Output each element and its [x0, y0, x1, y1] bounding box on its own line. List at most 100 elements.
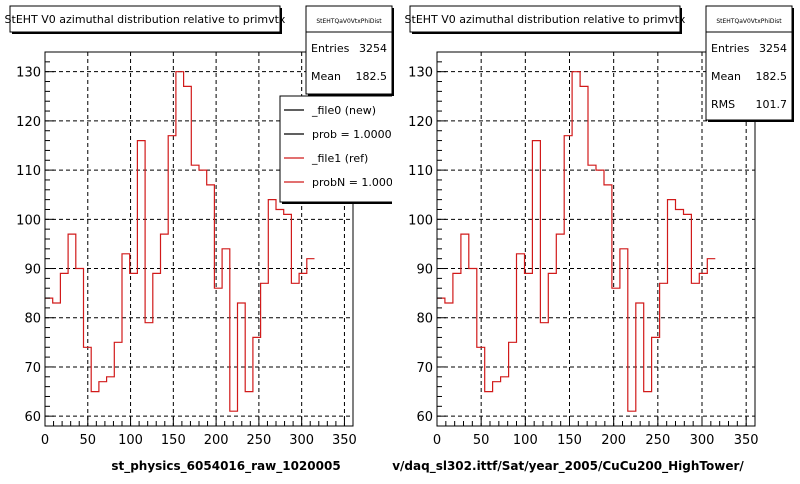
histogram-bin: [207, 184, 215, 186]
stats-name: StEHTQaV0VtxPhiDist: [716, 18, 782, 25]
histogram-step-line: [45, 71, 315, 412]
histogram-bin: [245, 391, 253, 393]
histogram-bin: [299, 272, 307, 274]
stats-value: 182.5: [756, 70, 788, 83]
x-tick-label: 200: [204, 433, 229, 448]
histogram-step-line: [437, 71, 716, 412]
title-box: [409, 5, 681, 33]
x-tick-label: 250: [246, 433, 271, 448]
y-axis: 60 70 80 90 100 110 120 130: [408, 51, 446, 425]
x-tick-label: 300: [690, 433, 715, 448]
histogram-bin: [84, 346, 92, 348]
y-tick-label: 120: [408, 115, 433, 130]
y-tick-label: 70: [24, 361, 41, 376]
y-tick-label: 100: [408, 213, 433, 228]
y-tick-label: 90: [416, 263, 433, 278]
histogram-bin: [461, 233, 469, 235]
stats-label: Entries: [711, 42, 750, 55]
histogram-bin: [222, 248, 230, 250]
legend-box: [279, 95, 392, 203]
histogram-bin: [540, 322, 548, 324]
histogram-bin: [652, 336, 660, 338]
stats-value: 101.7: [756, 98, 788, 111]
y-tick-label: 120: [16, 115, 41, 130]
histogram-bin: [230, 410, 238, 412]
histogram-bin: [469, 268, 477, 270]
histogram-bin: [477, 346, 485, 348]
y-tick-label: 60: [416, 410, 433, 425]
histogram-bin: [307, 258, 315, 260]
histogram-bin: [68, 233, 76, 235]
histogram-bin: [99, 381, 107, 383]
histogram-bin: [191, 164, 199, 166]
histogram-bin: [556, 233, 564, 235]
y-tick-label: 100: [16, 213, 41, 228]
histogram-bin: [580, 85, 588, 87]
histogram-bin: [238, 302, 246, 304]
stats-value: 3254: [359, 42, 387, 55]
histogram-bin: [707, 258, 715, 260]
histogram-bin: [572, 71, 580, 73]
histogram-bin: [214, 287, 222, 289]
x-tick-label: 350: [734, 433, 759, 448]
stats-label: Entries: [311, 42, 350, 55]
title-box: [9, 5, 281, 33]
x-tick-label: 200: [601, 433, 626, 448]
x-tick-label: 350: [332, 433, 357, 448]
histogram-bin: [122, 253, 130, 255]
legend: _file0 (new) prob = 1.000000 _file1 (ref) p…: [279, 95, 406, 204]
histogram-bin: [53, 302, 61, 304]
histogram-bin: [524, 272, 532, 274]
histogram-bin: [261, 282, 269, 284]
histogram-bin: [199, 169, 207, 171]
histogram-bin: [564, 135, 572, 137]
histogram-bin: [660, 282, 668, 284]
histogram-bin: [699, 272, 707, 274]
stats-label: Mean: [711, 70, 741, 83]
y-tick-label: 80: [24, 312, 41, 327]
y-tick-label: 110: [408, 164, 433, 179]
histogram-bin: [268, 199, 276, 201]
histogram-bin: [636, 302, 644, 304]
legend-entry-label: _file1 (ref): [311, 152, 368, 165]
stats-label: Mean: [311, 70, 341, 83]
x-tick-label: 0: [433, 433, 441, 448]
histogram-bin: [509, 341, 517, 343]
histogram-bin: [276, 208, 284, 210]
x-tick-label: 150: [557, 433, 582, 448]
x-tick-label: 100: [118, 433, 143, 448]
histogram-panel-2: 0 50 100 150 200 250 300 350 60 70 80 90 100 110 120 13…: [392, 5, 794, 474]
histogram-bin: [485, 391, 493, 393]
histogram-bin: [628, 410, 636, 412]
histogram-bin: [176, 71, 184, 73]
y-axis: 60 70 80 90 100 110 120 130: [16, 51, 54, 425]
histogram-bin: [501, 376, 509, 378]
histogram-bin: [668, 199, 676, 201]
histogram-bin: [153, 272, 161, 274]
histogram-bin: [137, 140, 145, 142]
histogram-bin: [548, 272, 556, 274]
histogram-bin: [612, 287, 620, 289]
stats-box: [305, 5, 393, 95]
histogram-bin: [683, 213, 691, 215]
y-tick-label: 60: [24, 410, 41, 425]
x-tick-label: 0: [41, 433, 49, 448]
y-tick-label: 130: [408, 66, 433, 81]
histogram-bin: [253, 336, 261, 338]
y-tick-label: 90: [24, 263, 41, 278]
stats-label: RMS: [711, 98, 735, 111]
histogram-bin: [644, 391, 652, 393]
stats-value: 3254: [759, 42, 787, 55]
histogram-bin: [445, 302, 453, 304]
histogram-bin: [114, 341, 122, 343]
histogram-bin: [284, 213, 292, 215]
legend-entry-label: prob = 1.000000: [312, 128, 406, 141]
histogram-bin: [145, 322, 153, 324]
histogram-bin: [676, 208, 684, 210]
histogram-bin: [691, 282, 699, 284]
histogram-bin: [453, 272, 461, 274]
x-axis: 0 50 100 150 200 250 300 350: [433, 417, 759, 448]
histogram-bin: [604, 184, 612, 186]
chart-title: StEHT V0 azimuthal distribution relative…: [5, 13, 286, 26]
